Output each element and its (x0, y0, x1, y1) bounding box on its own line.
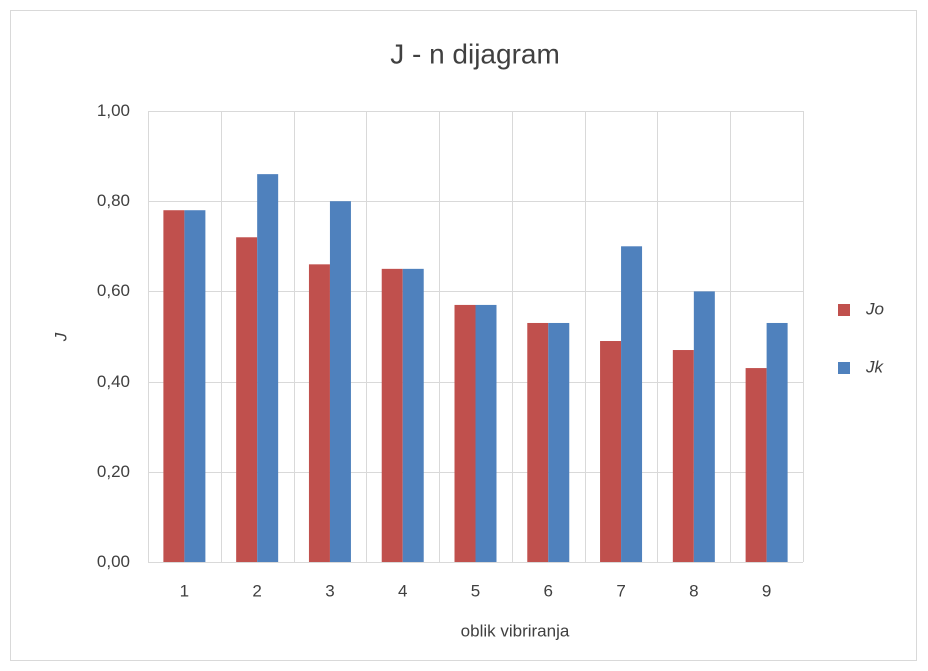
legend-swatch (838, 362, 850, 374)
x-tick-label: 3 (325, 581, 334, 600)
chart-title: J - n dijagram (390, 38, 560, 69)
bar (402, 268, 424, 562)
bar (381, 268, 403, 562)
x-tick-label: 5 (471, 581, 480, 600)
bar (672, 350, 694, 562)
bar (548, 322, 570, 562)
x-tick-label: 1 (180, 581, 189, 600)
y-tick-label: 1,00 (97, 101, 130, 120)
bar (236, 237, 258, 562)
bar (329, 201, 351, 562)
y-tick-label: 0,20 (97, 462, 130, 481)
y-tick-label: 0,80 (97, 191, 130, 210)
bar (475, 304, 497, 562)
x-axis-label: oblik vibriranja (461, 621, 570, 640)
x-tick-label: 8 (689, 581, 698, 600)
bar (308, 264, 330, 562)
y-axis-label: J (51, 332, 70, 342)
bar (257, 174, 279, 562)
x-tick-label: 9 (762, 581, 771, 600)
legend-swatch (838, 304, 850, 316)
bar (621, 246, 643, 563)
bar (163, 210, 185, 562)
bar (527, 322, 549, 562)
x-tick-label: 7 (616, 581, 625, 600)
legend-label: Jk (865, 357, 885, 376)
y-tick-label: 0,40 (97, 372, 130, 391)
bar (693, 291, 715, 562)
bar (745, 368, 767, 562)
bar (184, 210, 206, 562)
bar (454, 304, 476, 562)
x-tick-label: 6 (544, 581, 553, 600)
x-tick-label: 4 (398, 581, 407, 600)
legend-label: Jo (865, 299, 884, 318)
bar (766, 322, 788, 562)
y-tick-label: 0,60 (97, 281, 130, 300)
x-tick-label: 2 (252, 581, 261, 600)
y-tick-label: 0,00 (97, 552, 130, 571)
bar (600, 341, 622, 562)
